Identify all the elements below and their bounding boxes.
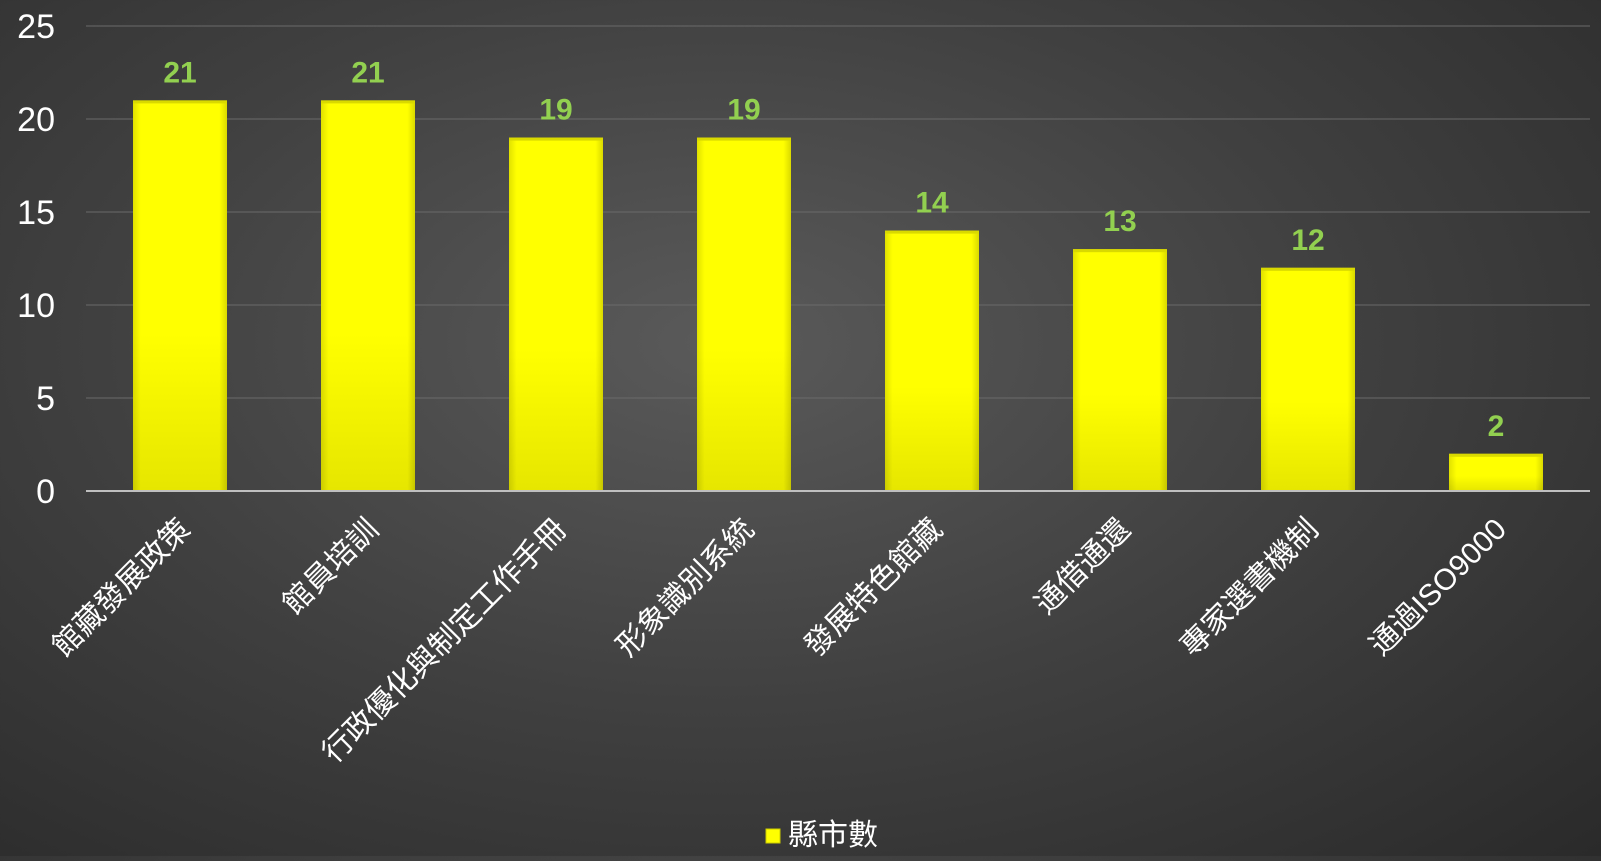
x-tick-label: 形象識別系統 <box>610 513 761 664</box>
bar-shade <box>1261 267 1355 491</box>
bar-shade <box>1449 453 1543 491</box>
data-label: 2 <box>1488 410 1505 443</box>
x-tick-label: 館員培訓 <box>277 513 385 621</box>
bar-top-edge <box>321 100 415 104</box>
bar-top-edge <box>697 137 791 141</box>
bar-shade <box>1073 249 1167 491</box>
data-label: 19 <box>727 94 760 127</box>
bar-top-edge <box>1449 453 1543 457</box>
legend-label: 縣市數 <box>788 819 878 852</box>
data-label: 21 <box>351 56 384 89</box>
bar <box>321 100 415 492</box>
bar-top-edge <box>1073 249 1167 253</box>
bar-top-edge <box>885 230 979 234</box>
gridlines <box>86 25 1590 399</box>
data-label: 14 <box>915 187 949 220</box>
y-tick-label: 5 <box>36 380 55 418</box>
bar-top-edge <box>509 137 603 141</box>
x-tick-label: 專家選書機制 <box>1174 513 1325 664</box>
bar-shade <box>885 230 979 491</box>
bars <box>133 100 1543 492</box>
data-label: 13 <box>1103 205 1136 238</box>
legend: 縣市數 <box>765 819 878 852</box>
bar <box>885 230 979 491</box>
bar-top-edge <box>133 100 227 104</box>
y-tick-label: 25 <box>17 8 55 46</box>
y-tick-label: 15 <box>17 194 55 232</box>
data-label: 19 <box>539 94 572 127</box>
data-label: 12 <box>1291 224 1324 257</box>
bar-shade <box>509 137 603 491</box>
bar-shade <box>321 100 415 492</box>
bar <box>1449 453 1543 491</box>
y-tick-label: 0 <box>36 473 55 511</box>
bar-top-edge <box>1261 267 1355 271</box>
x-tick-label: 通借通還 <box>1029 513 1137 621</box>
bar-shade <box>697 137 791 491</box>
y-tick-label: 20 <box>17 101 55 139</box>
legend-swatch <box>765 828 781 844</box>
x-tick-label: 通過ISO9000 <box>1363 513 1512 662</box>
bar <box>697 137 791 491</box>
x-tick-label: 發展特色館藏 <box>798 513 949 664</box>
y-tick-label: 10 <box>17 287 55 325</box>
bar <box>1261 267 1355 491</box>
data-label: 21 <box>163 56 196 89</box>
bar <box>509 137 603 491</box>
bar-shade <box>133 100 227 492</box>
x-tick-label: 館藏發展政策 <box>46 513 197 664</box>
bar <box>133 100 227 492</box>
data-labels: 21 21 19 19 14 13 12 2 <box>163 56 1504 442</box>
bar <box>1073 249 1167 491</box>
